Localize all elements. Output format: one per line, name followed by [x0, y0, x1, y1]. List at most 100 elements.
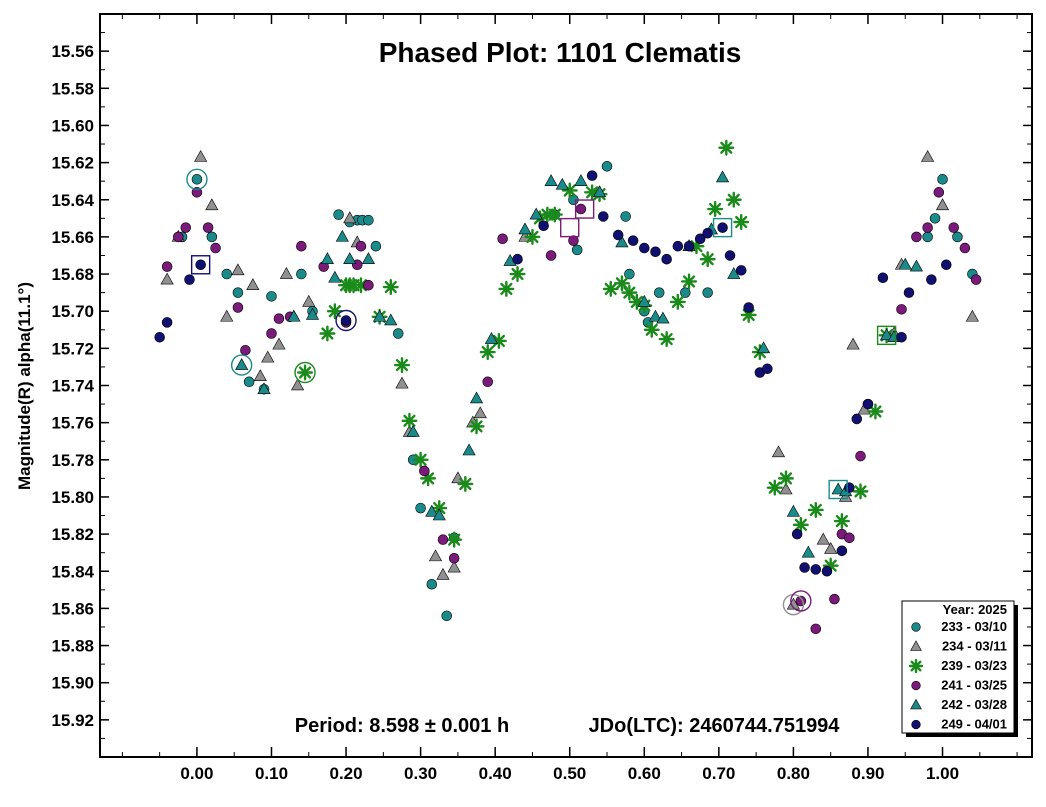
- data-point: [266, 328, 277, 339]
- legend-marker: [908, 658, 924, 674]
- series-3: [161, 187, 982, 635]
- data-point: [448, 552, 460, 564]
- data-point: [926, 274, 937, 285]
- y-tick-label: 15.66: [51, 228, 94, 247]
- y-tick-label: 15.86: [51, 599, 94, 618]
- data-point: [791, 528, 803, 540]
- data-point: [326, 303, 343, 320]
- data-point: [392, 328, 404, 339]
- data-point: [929, 213, 941, 224]
- data-point: [545, 250, 557, 261]
- data-point: [296, 240, 307, 252]
- data-point: [620, 211, 631, 222]
- y-tick-label: 15.70: [51, 302, 94, 321]
- data-point: [771, 445, 786, 458]
- y-tick-label: 15.78: [51, 451, 94, 470]
- data-point: [624, 268, 635, 280]
- period-annotation: Period: 8.598 ± 0.001 h: [295, 715, 509, 737]
- data-point: [699, 251, 716, 268]
- data-point: [846, 337, 860, 350]
- data-point: [320, 252, 334, 264]
- data-point: [462, 443, 476, 456]
- data-point: [426, 578, 438, 590]
- y-axis-label: Magnitude(R) alpha(11.1°): [15, 282, 34, 490]
- x-tick-label: 0.00: [180, 764, 213, 783]
- data-point: [718, 139, 735, 156]
- data-point: [639, 242, 650, 254]
- data-point: [220, 309, 234, 322]
- y-tick-label: 15.68: [51, 265, 94, 284]
- highlight-square: [190, 255, 211, 275]
- highlight-circle: [230, 354, 253, 376]
- data-point: [544, 174, 558, 186]
- y-tick-label: 15.64: [51, 191, 94, 210]
- data-point: [627, 235, 639, 246]
- data-point: [446, 531, 463, 548]
- data-point: [694, 233, 706, 245]
- y-tick-label: 15.74: [51, 377, 94, 396]
- data-point: [965, 309, 979, 322]
- y-tick-label: 15.72: [51, 339, 94, 358]
- data-point: [653, 287, 665, 298]
- legend-label: 234 - 03/11: [942, 639, 1007, 654]
- data-point: [287, 309, 301, 322]
- data-point: [425, 504, 439, 517]
- y-tick-label: 15.76: [51, 414, 94, 433]
- data-point: [792, 516, 809, 533]
- chart-title: Phased Plot: 1101 Clematis: [379, 37, 742, 68]
- highlight-circle: [335, 309, 357, 332]
- data-point: [724, 250, 736, 261]
- y-tick-label: 15.90: [51, 674, 94, 693]
- data-point: [959, 242, 971, 254]
- data-point: [272, 337, 286, 350]
- data-point: [836, 545, 848, 557]
- data-point: [154, 331, 165, 343]
- highlight-circle: [294, 361, 316, 384]
- data-point: [824, 541, 838, 554]
- data-point: [160, 272, 174, 285]
- data-point: [921, 150, 935, 162]
- data-point: [373, 309, 387, 322]
- data-point: [844, 482, 855, 493]
- data-point: [343, 211, 357, 224]
- data-point: [922, 222, 933, 233]
- y-axis-ticks: 15.56 15.58 15.60 15.62 15.64 15.66 15.68 15.70…: [51, 13, 1032, 758]
- data-point: [807, 501, 824, 518]
- legend: Year: 2025 233 - 03/10 234 - 03/11 239 - 0…: [901, 600, 1018, 737]
- legend-label: 241 - 03/25: [941, 678, 1007, 693]
- epoch-annotation: JDo(LTC): 2460744.751994: [589, 715, 841, 737]
- data-point: [415, 502, 426, 514]
- data-point: [702, 227, 713, 239]
- data-point: [428, 549, 443, 562]
- data-point: [851, 413, 863, 425]
- data-point: [479, 344, 496, 361]
- data-point: [937, 174, 948, 185]
- data-point: [498, 280, 515, 297]
- x-tick-label: 0.30: [404, 764, 437, 783]
- data-point: [468, 418, 485, 435]
- legend-items: 233 - 03/10 234 - 03/11 239 - 03/23 241 - 0…: [908, 619, 1007, 732]
- data-point: [436, 567, 450, 580]
- data-point: [546, 206, 563, 223]
- data-point: [661, 253, 672, 265]
- data-point: [592, 185, 607, 198]
- data-point: [273, 313, 285, 324]
- data-point: [343, 252, 357, 264]
- data-point: [206, 231, 218, 243]
- data-point: [801, 545, 815, 558]
- data-point: [833, 513, 850, 530]
- data-point: [766, 479, 783, 496]
- data-point: [194, 150, 208, 162]
- highlight-circle: [790, 590, 812, 612]
- data-point: [571, 244, 583, 256]
- highlight-square: [876, 325, 897, 346]
- data-point: [725, 191, 742, 208]
- data-point: [643, 321, 660, 338]
- y-tick-label: 15.62: [51, 154, 94, 173]
- data-point: [232, 302, 244, 313]
- data-point: [437, 534, 449, 545]
- data-point: [161, 317, 173, 328]
- data-point: [257, 382, 271, 394]
- y-tick-label: 15.58: [51, 79, 94, 98]
- series-5: [154, 170, 952, 577]
